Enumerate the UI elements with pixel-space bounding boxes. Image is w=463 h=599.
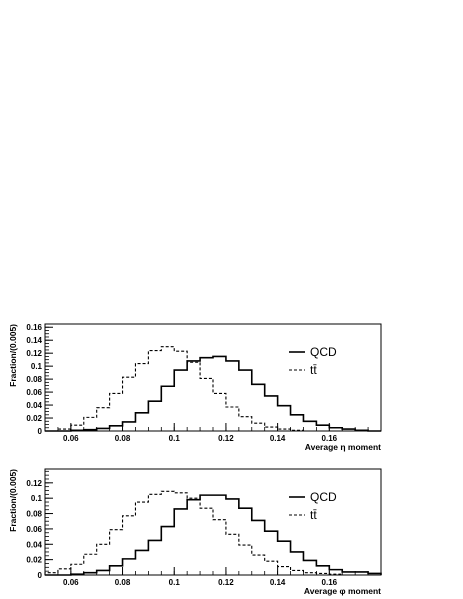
plot-frame — [44, 323, 382, 432]
histogram-series-1 — [45, 346, 381, 432]
y-tick-label: 0.06 — [26, 525, 42, 534]
y-tick-label: 0.1 — [31, 362, 43, 371]
x-tick-label: 0.08 — [115, 578, 131, 587]
x-tick-label: 0.06 — [63, 578, 79, 587]
y-tick-label: 0 — [38, 427, 43, 436]
y-tick-label: 0.12 — [26, 479, 42, 488]
x-tick-label: 0.1 — [169, 434, 181, 443]
legend-label: tt̄ — [310, 508, 317, 522]
y-tick-label: 0.04 — [26, 401, 42, 410]
x-axis-title: Average φ moment — [304, 586, 381, 596]
y-tick-label: 0.08 — [26, 510, 42, 519]
x-tick-label: 0.16 — [322, 578, 338, 587]
legend-label: tt̄ — [310, 363, 317, 377]
y-tick-label: 0.16 — [26, 323, 42, 332]
histogram-series-0 — [45, 355, 381, 432]
y-axis-title: Fraction/(0.005) — [8, 324, 18, 387]
y-tick-label: 0 — [38, 571, 43, 580]
histogram-series-0 — [45, 494, 382, 576]
x-tick-label: 0.06 — [63, 434, 79, 443]
histogram-series-1 — [44, 490, 381, 576]
plot-frame — [44, 468, 382, 576]
x-tick-label: 0.12 — [218, 434, 234, 443]
y-tick-label: 0.02 — [26, 414, 42, 423]
x-tick-label: 0.14 — [270, 578, 286, 587]
y-tick-label: 0.06 — [26, 388, 42, 397]
phi-moment-panel: 0 0.02 0.04 0.06 0.08 0.1 0.12 0.06 0.08 0.1 0.12 0… — [8, 468, 382, 596]
y-axis-title: Fraction/(0.005) — [8, 469, 18, 532]
x-tick-label: 0.14 — [270, 434, 286, 443]
y-tick-label: 0.1 — [31, 494, 43, 503]
y-tick-label: 0.12 — [26, 349, 42, 358]
legend-label: QCD — [310, 345, 337, 359]
y-tick-label: 0.02 — [26, 556, 42, 565]
legend-label: QCD — [310, 490, 337, 504]
x-tick-label: 0.08 — [115, 434, 131, 443]
x-tick-label: 0.1 — [169, 578, 181, 587]
y-tick-label: 0.04 — [26, 540, 42, 549]
y-tick-label: 0.08 — [26, 375, 42, 384]
x-tick-label: 0.12 — [218, 578, 234, 587]
x-axis-title: Average η moment — [305, 442, 381, 452]
x-tick-label: 0.16 — [322, 434, 338, 443]
eta-moment-panel: 0 0.02 0.04 0.06 0.08 0.1 0.12 0.14 0.16 0.06 0.08… — [8, 323, 382, 452]
y-tick-label: 0.14 — [26, 336, 42, 345]
